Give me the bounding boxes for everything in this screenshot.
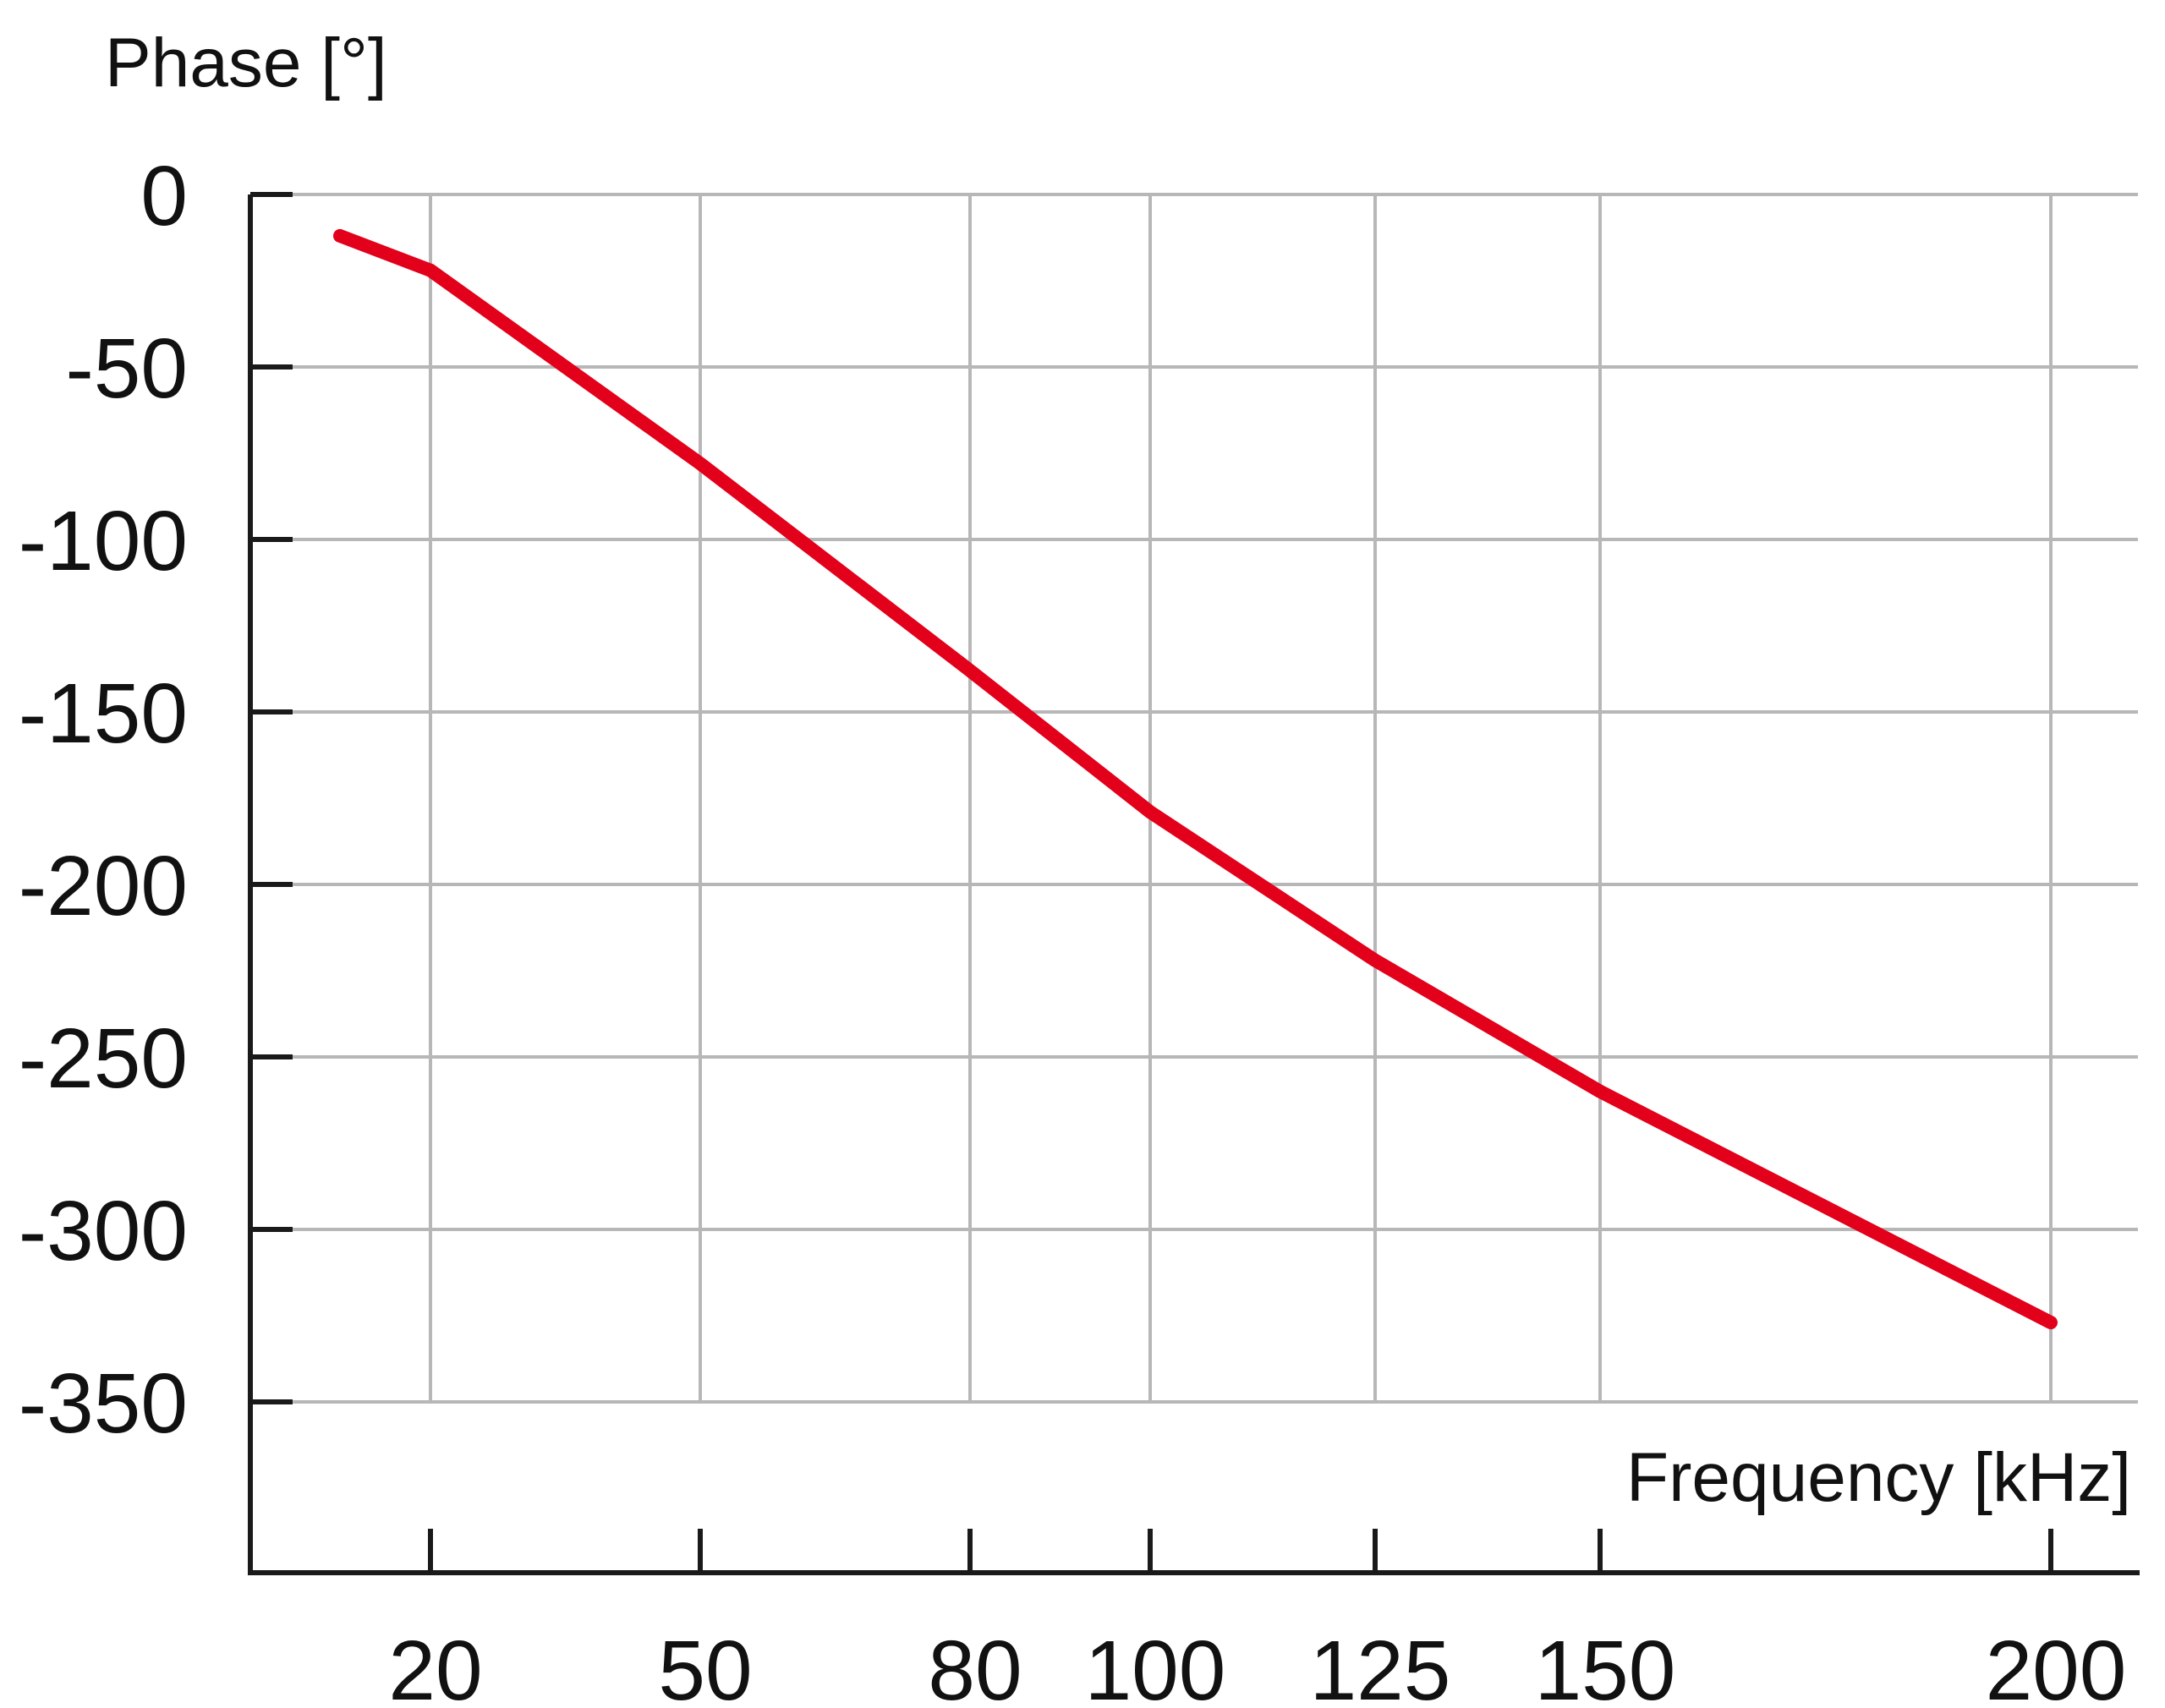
x-axis-title: Frequency [kHz] [1626,1439,2131,1516]
y-tick-label: 0 [140,149,188,244]
tick-labels: 0 -50 -100 -150 -200 -250 -300 -350 20 50 80 100 125… [19,149,2127,1708]
y-tick-label: -150 [19,666,188,761]
ticks [250,192,2053,1573]
grid [250,193,2138,1404]
x-tick-label: 20 [388,1623,482,1708]
y-tick-label: -250 [19,1011,188,1106]
x-tick-label: 80 [928,1623,1022,1708]
y-tick-label: -200 [19,839,188,933]
series-line [333,228,2058,1330]
x-tick-label: 200 [1986,1623,2127,1708]
y-tick-label: -50 [65,321,188,416]
x-tick-label: 150 [1535,1623,1676,1708]
series [333,228,2058,1330]
x-tick-label: 50 [658,1623,752,1708]
x-tick-label: 125 [1310,1623,1451,1708]
y-axis-title: Phase [°] [105,25,387,101]
y-tick-label: -100 [19,494,188,588]
x-tick-label: 100 [1085,1623,1226,1708]
y-tick-label: -300 [19,1184,188,1278]
y-tick-label: -350 [19,1356,188,1451]
